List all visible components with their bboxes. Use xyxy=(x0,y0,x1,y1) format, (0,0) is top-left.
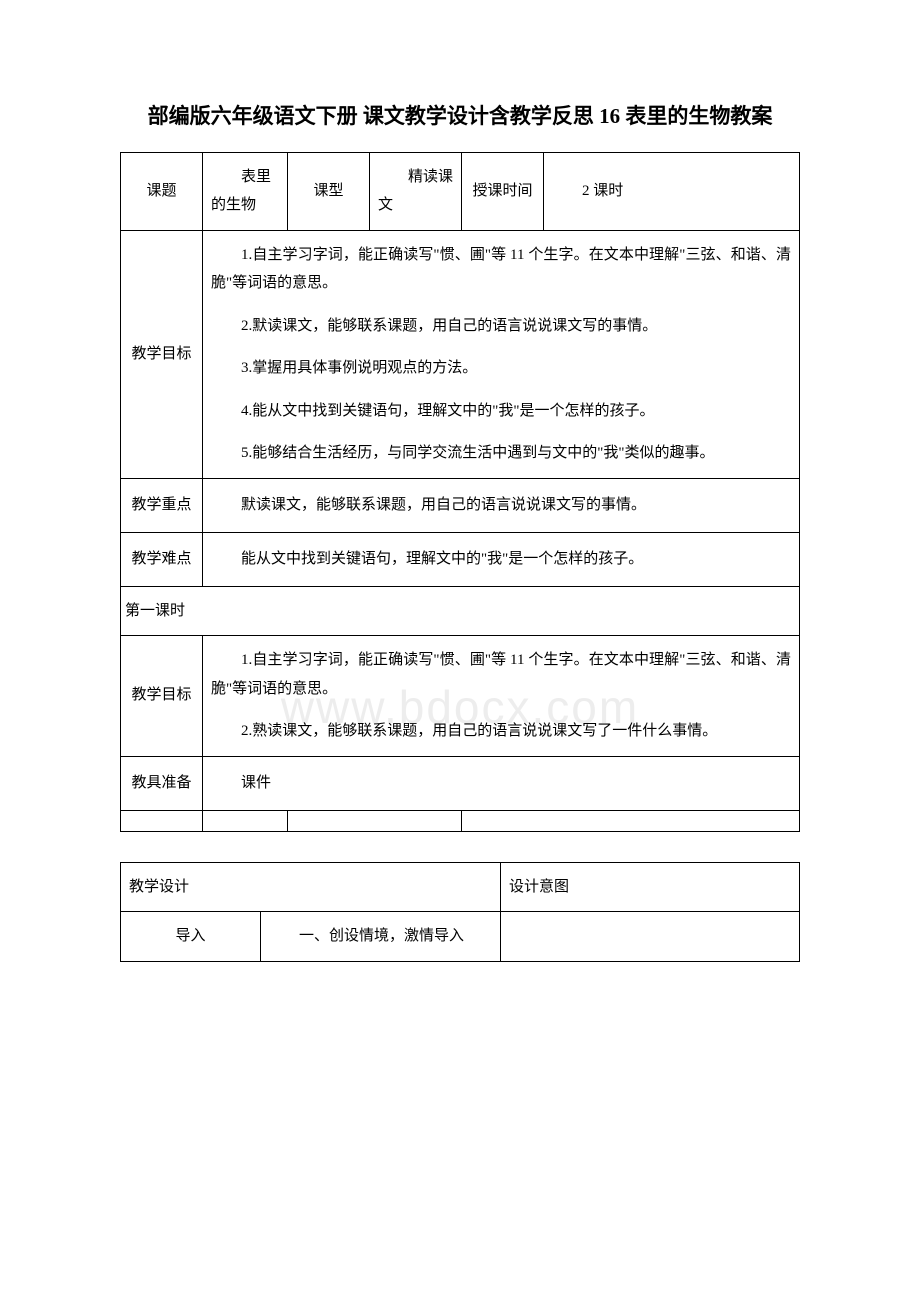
focus-label: 教学重点 xyxy=(121,478,203,532)
focus-content: 默读课文，能够联系课题，用自己的语言说说课文写的事情。 xyxy=(203,478,800,532)
table-row: 教具准备 课件 xyxy=(121,756,800,810)
table-row: 导入 一、创设情境，激情导入 xyxy=(121,912,800,962)
type-label: 课型 xyxy=(288,152,370,230)
intent-header: 设计意图 xyxy=(501,862,800,912)
goal-item: 3.掌握用具体事例说明观点的方法。 xyxy=(211,354,791,383)
time-label: 授课时间 xyxy=(462,152,544,230)
intro-label: 导入 xyxy=(121,912,261,962)
section-header: 第一课时 xyxy=(121,586,800,636)
table-row: 教学重点 默读课文，能够联系课题，用自己的语言说说课文写的事情。 xyxy=(121,478,800,532)
goal-item: 4.能从文中找到关键语句，理解文中的"我"是一个怎样的孩子。 xyxy=(211,397,791,426)
time-value: 2 课时 xyxy=(544,152,800,230)
tools-text: 课件 xyxy=(211,769,791,798)
difficulty-content: 能从文中找到关键语句，理解文中的"我"是一个怎样的孩子。 xyxy=(203,532,800,586)
table-row: 第一课时 xyxy=(121,586,800,636)
table-row xyxy=(121,810,800,831)
table-row: 课题 表里的生物 课型 精读课文 授课时间 2 课时 xyxy=(121,152,800,230)
table-row: 教学目标 1.自主学习字词，能正确读写"惯、圃"等 11 个生字。在文本中理解"… xyxy=(121,230,800,478)
goals-content: 1.自主学习字词，能正确读写"惯、圃"等 11 个生字。在文本中理解"三弦、和谐… xyxy=(203,230,800,478)
goals2-label: 教学目标 xyxy=(121,636,203,757)
empty-cell xyxy=(288,810,462,831)
difficulty-text: 能从文中找到关键语句，理解文中的"我"是一个怎样的孩子。 xyxy=(211,545,791,574)
goal-item: 5.能够结合生活经历，与同学交流生活中遇到与文中的"我"类似的趣事。 xyxy=(211,439,791,468)
lesson-plan-table: 课题 表里的生物 课型 精读课文 授课时间 2 课时 教学目标 1.自主学习字词… xyxy=(120,152,800,832)
topic-label: 课题 xyxy=(121,152,203,230)
topic-value: 表里的生物 xyxy=(203,152,288,230)
table-row: 教学设计 设计意图 xyxy=(121,862,800,912)
focus-text: 默读课文，能够联系课题，用自己的语言说说课文写的事情。 xyxy=(211,491,791,520)
table-row: 教学目标 1.自主学习字词，能正确读写"惯、圃"等 11 个生字。在文本中理解"… xyxy=(121,636,800,757)
empty-cell xyxy=(462,810,800,831)
tools-label: 教具准备 xyxy=(121,756,203,810)
goal-item: 1.自主学习字词，能正确读写"惯、圃"等 11 个生字。在文本中理解"三弦、和谐… xyxy=(211,646,791,703)
design-table: 教学设计 设计意图 导入 一、创设情境，激情导入 xyxy=(120,862,800,962)
goal-item: 2.默读课文，能够联系课题，用自己的语言说说课文写的事情。 xyxy=(211,312,791,341)
goals2-content: 1.自主学习字词，能正确读写"惯、圃"等 11 个生字。在文本中理解"三弦、和谐… xyxy=(203,636,800,757)
empty-cell xyxy=(203,810,288,831)
intent-content xyxy=(501,912,800,962)
type-value: 精读课文 xyxy=(370,152,462,230)
tools-content: 课件 xyxy=(203,756,800,810)
goal-item: 1.自主学习字词，能正确读写"惯、圃"等 11 个生字。在文本中理解"三弦、和谐… xyxy=(211,241,791,298)
goal-item: 2.熟读课文，能够联系课题，用自己的语言说说课文写了一件什么事情。 xyxy=(211,717,791,746)
empty-cell xyxy=(121,810,203,831)
intro-content: 一、创设情境，激情导入 xyxy=(261,912,501,962)
design-header: 教学设计 xyxy=(121,862,501,912)
goals-label: 教学目标 xyxy=(121,230,203,478)
page-title: 部编版六年级语文下册 课文教学设计含教学反思 16 表里的生物教案 xyxy=(120,100,800,134)
difficulty-label: 教学难点 xyxy=(121,532,203,586)
table-row: 教学难点 能从文中找到关键语句，理解文中的"我"是一个怎样的孩子。 xyxy=(121,532,800,586)
